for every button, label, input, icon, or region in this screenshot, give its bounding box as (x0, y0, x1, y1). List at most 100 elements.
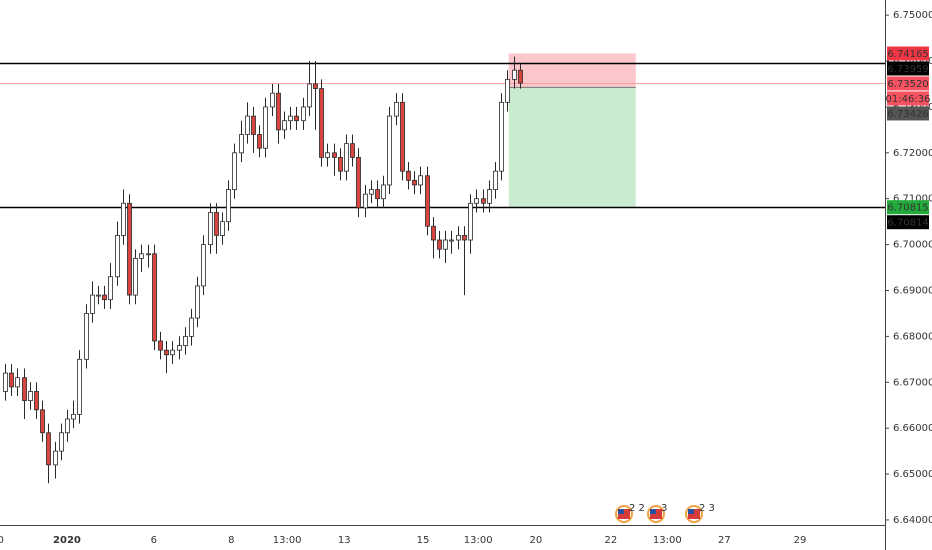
candle-body (226, 189, 231, 223)
candle-body (84, 313, 89, 360)
candle-body (102, 294, 107, 301)
candle-body (263, 106, 268, 149)
candle-body (418, 175, 423, 186)
price-label: 6.70814 (887, 218, 928, 229)
candle-body (394, 101, 399, 117)
candle-body (65, 418, 70, 434)
candle-body (46, 432, 51, 466)
y-tick-label: 6.65000 (893, 469, 932, 480)
candle-body (146, 253, 151, 256)
price-label: 6.73520 (887, 79, 928, 90)
candle-body (276, 92, 281, 131)
candle-body (294, 115, 299, 122)
candle-body (363, 193, 368, 209)
y-tick-label: 6.66000 (893, 423, 932, 434)
candle-body (59, 432, 64, 452)
candle-body (319, 88, 324, 158)
event-flag-canton (618, 509, 624, 514)
y-tick-label: 6.68000 (893, 331, 932, 342)
x-tick-label: 6 (151, 535, 157, 546)
price-label: 6.73959 (887, 64, 928, 75)
candle-body (325, 152, 330, 158)
candle-body (108, 276, 113, 301)
event-label: 3 (661, 503, 667, 514)
price-label-bg (887, 46, 929, 61)
candle-body (332, 152, 337, 158)
candle-body (487, 189, 492, 204)
candle-body (245, 115, 250, 135)
event-label: 2 2 (629, 503, 645, 514)
event-flag-canton (650, 509, 656, 514)
candle-body (77, 358, 82, 415)
candle-body (512, 69, 517, 80)
candle-body (344, 143, 349, 172)
candle-body (313, 83, 318, 89)
candle-body (170, 349, 175, 356)
candle-body (251, 115, 256, 135)
candle-body (9, 372, 14, 388)
y-tick-label: 6.69000 (893, 285, 932, 296)
x-tick-label: 27 (718, 535, 731, 546)
price-label: 6.74165 (887, 49, 928, 60)
candle-body (499, 101, 504, 172)
candle-body (177, 345, 182, 351)
x-tick-label: 13:00 (653, 535, 682, 546)
candle-body (505, 78, 510, 103)
candle-body (3, 372, 8, 392)
price-label-bg (887, 91, 929, 106)
candle-body (406, 170, 411, 181)
x-tick-label: 2020 (53, 535, 81, 546)
price-label: 6.70815 (887, 203, 928, 214)
candle-body (456, 235, 461, 241)
candle-body (34, 391, 39, 411)
candle-body (183, 335, 188, 346)
candle-body (338, 157, 343, 172)
candle-body (369, 189, 374, 195)
y-tick-label: 6.75000 (893, 10, 932, 21)
y-tick-label: 6.67000 (893, 377, 932, 388)
candle-body (493, 170, 498, 190)
y-tick-label: 6.72000 (893, 148, 932, 159)
x-tick-label: 13:00 (464, 535, 493, 546)
x-tick-label: 13:00 (273, 535, 302, 546)
candle-body (139, 253, 144, 259)
candle-body (282, 120, 287, 131)
candle-body (115, 235, 120, 278)
candle-body (474, 198, 479, 204)
candle-body (201, 244, 206, 287)
price-label: 6.73426 (887, 109, 928, 120)
candle-body (387, 115, 392, 186)
x-tick-label: 15 (417, 535, 430, 546)
candle-body (239, 134, 244, 154)
candle-body (400, 101, 405, 172)
candle-body (412, 179, 417, 186)
candle-body (90, 294, 95, 314)
price-label-bg (887, 200, 929, 215)
candle-body (121, 202, 126, 236)
candle-body (443, 239, 448, 250)
candle-body (214, 212, 219, 236)
candle-body (40, 409, 45, 434)
candle-body (288, 115, 293, 122)
candle-body (375, 189, 380, 200)
candle-body (270, 92, 275, 108)
candle-body (71, 414, 76, 420)
candle-body (189, 317, 194, 337)
price-label-bg (887, 215, 929, 230)
candle-body (431, 225, 436, 241)
x-tick-label: 29 (794, 535, 807, 546)
target-zone (508, 87, 636, 208)
candle-body (28, 391, 33, 402)
candle-body (462, 235, 467, 241)
candle-body (127, 202, 132, 296)
price-label-bg (887, 106, 929, 121)
candle-body (22, 377, 27, 402)
candle-body (158, 340, 163, 351)
x-tick-label: 8 (228, 535, 234, 546)
candle-body (307, 83, 312, 108)
candle-body (220, 221, 225, 236)
candle-body (152, 253, 157, 342)
x-tick-label: 30 (0, 535, 4, 546)
candle-body (381, 184, 386, 200)
